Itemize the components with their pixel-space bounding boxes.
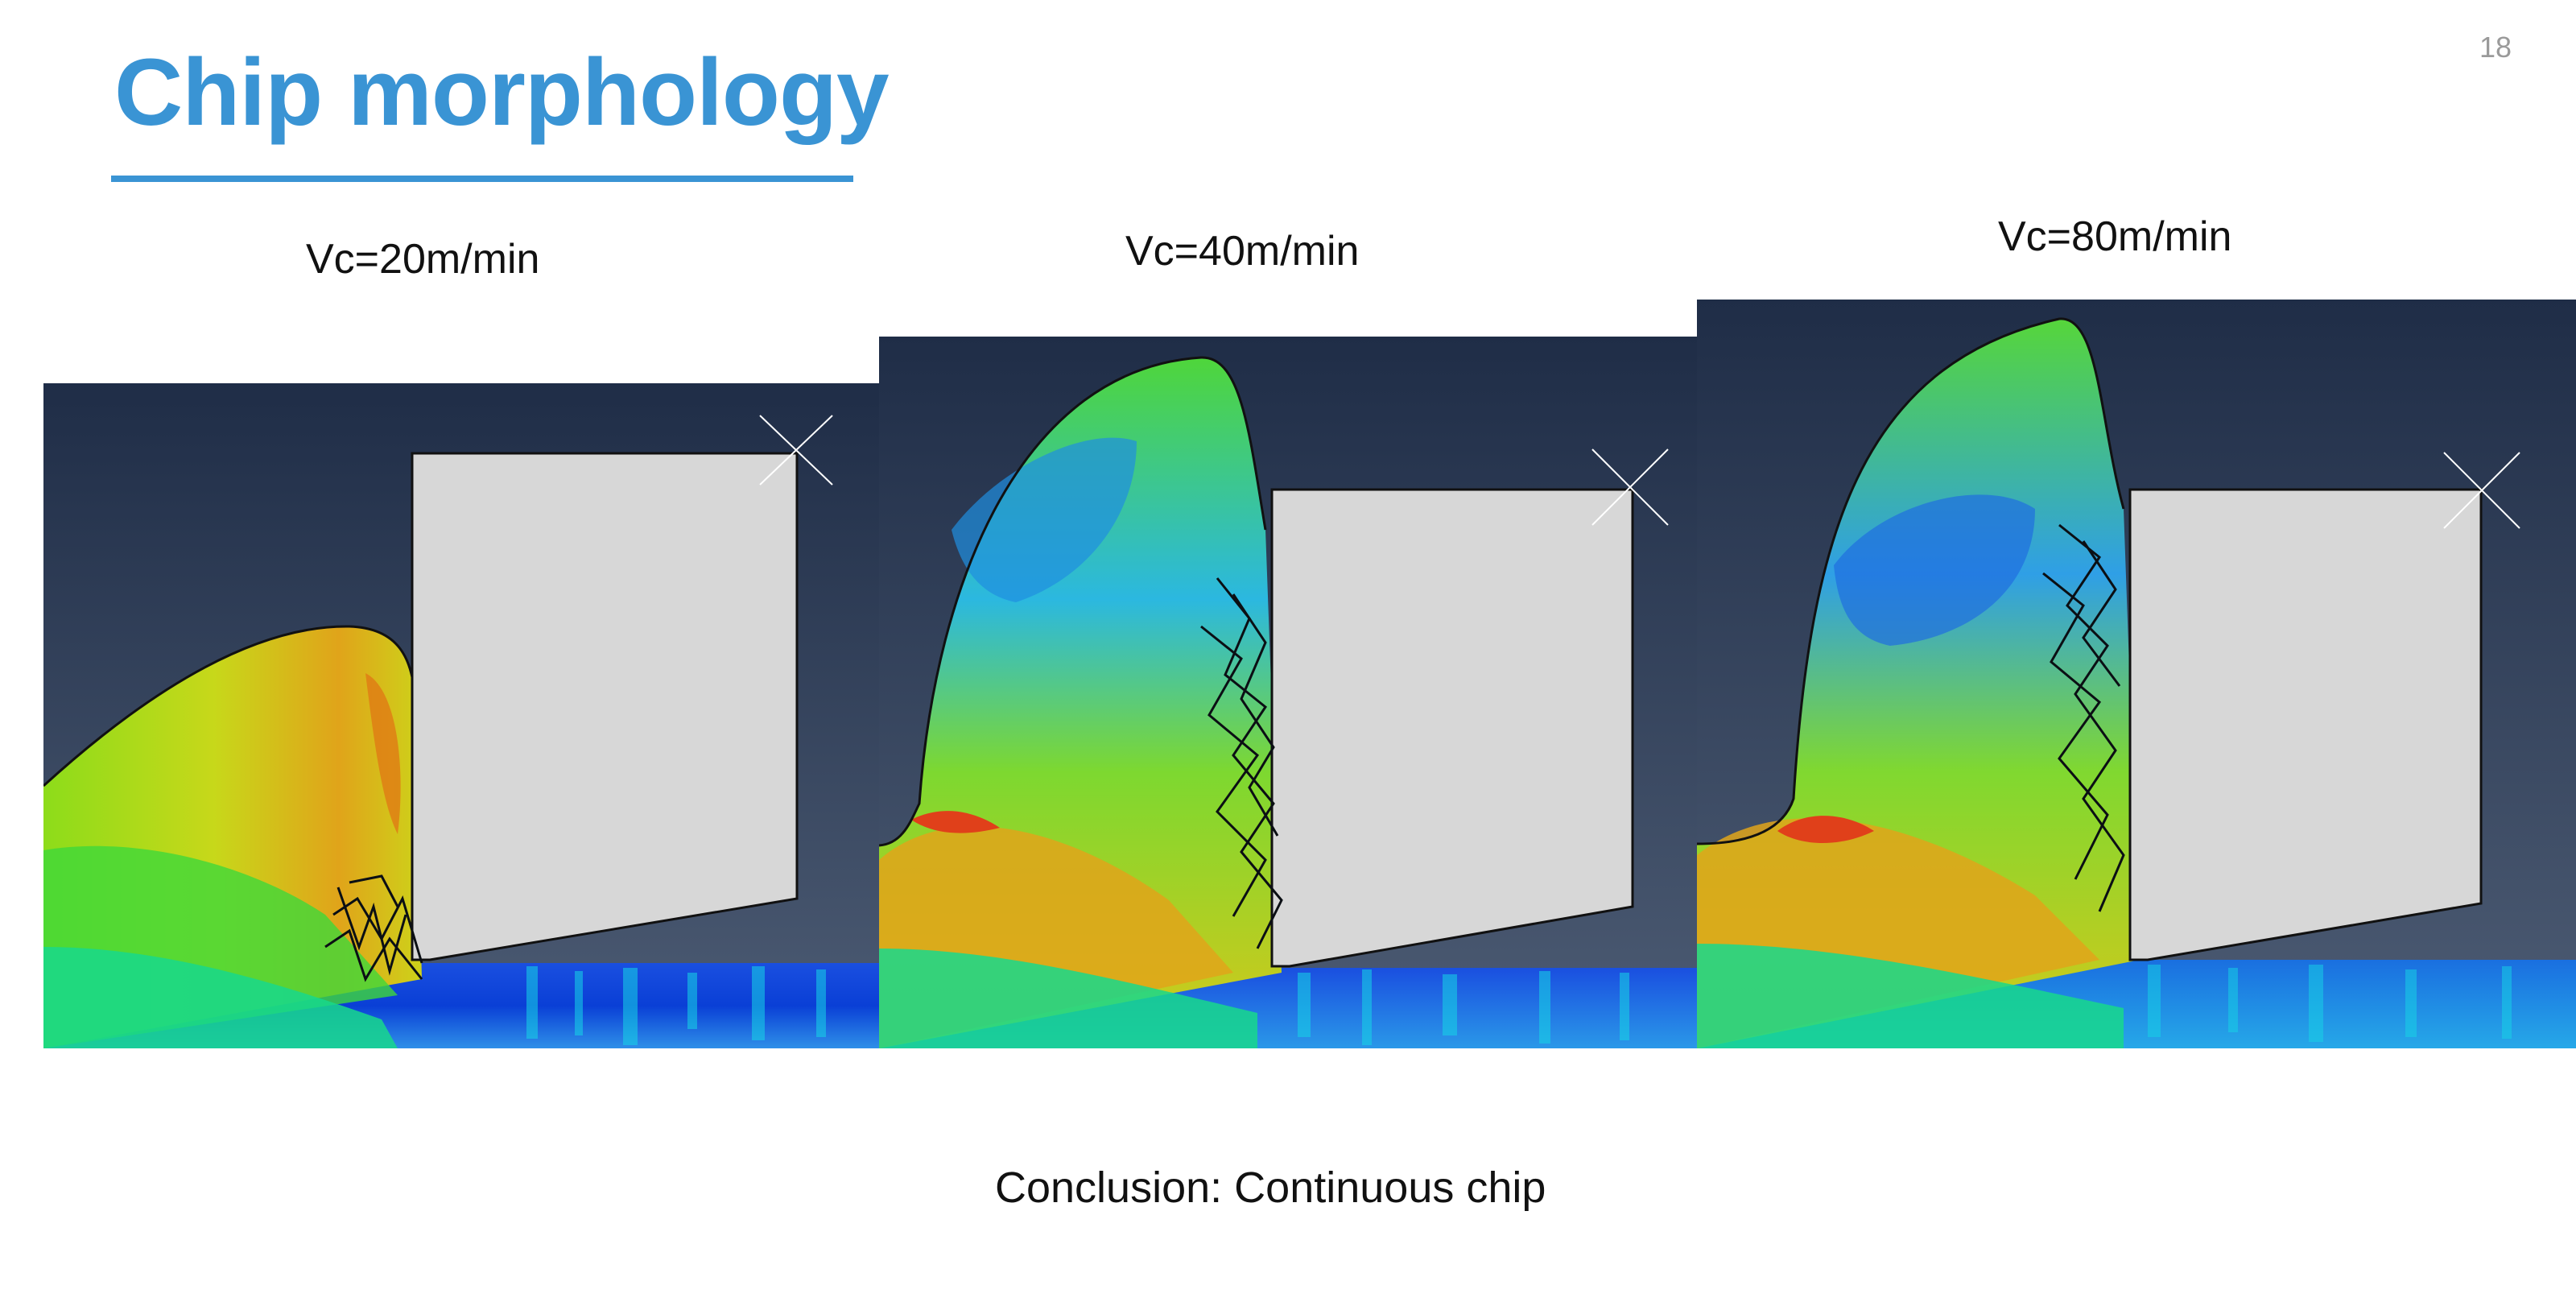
slide-title: Chip morphology — [114, 39, 890, 146]
panel-label-vc40: Vc=40m/min — [1125, 228, 1360, 275]
title-underline — [111, 176, 853, 182]
panel-label-vc80: Vc=80m/min — [1998, 213, 2232, 260]
page-number: 18 — [2479, 31, 2512, 64]
simulation-panel-vc80 — [1697, 300, 2576, 1048]
panel-label-vc20: Vc=20m/min — [306, 236, 540, 283]
simulation-panel-vc20 — [43, 383, 879, 1048]
conclusion-text: Conclusion: Continuous chip — [995, 1164, 1546, 1212]
simulation-panel-vc40 — [879, 337, 1697, 1048]
